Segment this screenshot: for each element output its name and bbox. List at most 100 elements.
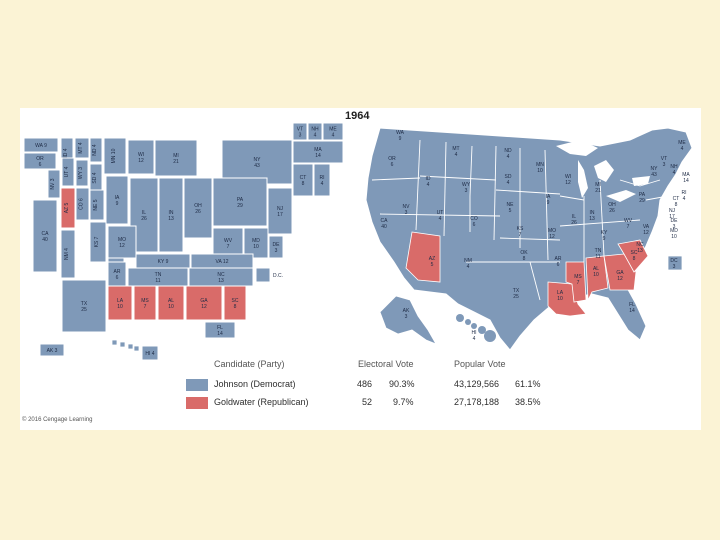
cartogram-state-co — [75, 187, 90, 221]
cartogram-label-nd: ND 4 — [92, 144, 98, 156]
copyright-notice: © 2016 Cengage Learning — [22, 417, 93, 423]
legend-ev-pct-goldwater: 9.7% — [393, 397, 414, 407]
geo-label-co: CO 6 — [470, 216, 478, 228]
cartogram-state-ri — [313, 163, 331, 197]
state-border — [559, 195, 585, 201]
geo-label-dc: DC 3 — [670, 258, 678, 270]
geo-label-oh: OH 26 — [608, 202, 616, 214]
state-border — [499, 237, 561, 241]
cartogram-label-ak: AK 3 — [47, 348, 58, 354]
legend-swatch-democrat — [186, 379, 208, 391]
cartogram-state-al — [157, 285, 185, 321]
cartogram-state-wa — [23, 137, 59, 153]
geo-label-mo: MO 12 — [548, 228, 556, 240]
geo-label-al: AL 10 — [593, 266, 599, 278]
geo-label-va: VA 12 — [643, 224, 650, 236]
cartogram-label-ne: NE 5 — [93, 199, 99, 210]
geo-label-ny: NY 43 — [651, 166, 659, 178]
cartogram-state-or — [23, 152, 57, 170]
great-lake — [578, 160, 588, 198]
cartogram-label-fl: FL 14 — [217, 325, 223, 337]
cartogram-label-ct: CT 8 — [300, 175, 307, 187]
geo-label-nj: NJ 17 — [669, 208, 676, 220]
geo-label-nc: NC 13 — [636, 242, 644, 254]
geo-label-ne: NE 5 — [507, 202, 515, 214]
cartogram-label-nj: NJ 17 — [277, 206, 284, 218]
cartogram-label-dc: D.C. — [273, 273, 283, 279]
geo-label-la: LA 10 — [557, 290, 564, 302]
cartogram-hawaii-island — [119, 341, 126, 348]
geo-label-ia: IA 9 — [546, 194, 551, 206]
cartogram-state-wy — [75, 159, 89, 187]
state-border — [645, 195, 669, 201]
geo-label-de: DE 3 — [671, 218, 679, 230]
cartogram-state-fl — [204, 321, 236, 339]
geo-label-ar: AR 6 — [555, 256, 562, 268]
geo-label-sc: SC 8 — [631, 250, 638, 262]
geo-label-wa: WA 9 — [396, 130, 405, 142]
great-lake — [632, 176, 650, 186]
cartogram-label-va: VA 12 — [216, 259, 229, 265]
geo-label-hi: HI 4 — [472, 330, 477, 342]
cartogram-label-id: ID 4 — [63, 148, 69, 157]
cartogram-hawaii-island — [133, 345, 140, 352]
legend-pv-pct-johnson: 61.1% — [515, 379, 541, 389]
cartogram-label-hi: HI 4 — [145, 351, 154, 357]
legend-pv-pct-goldwater: 38.5% — [515, 397, 541, 407]
cartogram-state-mt — [74, 137, 90, 159]
cartogram-state-nv — [47, 169, 61, 199]
cartogram-label-nc: NC 13 — [217, 272, 225, 284]
cartogram-label-mn: MN 10 — [111, 148, 117, 163]
geo-label-id: ID 4 — [426, 176, 431, 188]
geo-hawaii-island — [456, 314, 464, 322]
cartogram-state-wi — [127, 139, 155, 175]
cartogram-label-wi: WI 12 — [138, 152, 144, 164]
geo-label-mi: MI 21 — [595, 182, 601, 194]
cartogram-label-wy: WY 3 — [78, 167, 84, 179]
cartogram-label-ca: CA 40 — [42, 231, 50, 243]
great-lake — [594, 160, 614, 182]
cartogram-label-ny: NY 43 — [254, 157, 262, 169]
geo-label-ga: GA 12 — [616, 270, 624, 282]
geo-label-ma: MA 14 — [682, 172, 690, 184]
state-border — [419, 175, 497, 181]
cartogram-state-md — [243, 227, 269, 259]
geo-label-ri: RI 4 — [682, 190, 687, 202]
cartogram-state-ak — [39, 343, 65, 357]
cartogram-label-ar: AR 6 — [114, 269, 121, 281]
geo-label-or: OR 6 — [388, 156, 396, 168]
cartogram-state-nd — [89, 137, 103, 163]
geo-dc-box — [667, 255, 683, 271]
cartogram-hawaii-island — [111, 339, 118, 346]
cartogram-state-ny — [221, 139, 293, 185]
cartogram-state-pa — [212, 177, 268, 227]
legend-swatch-republican — [186, 397, 208, 409]
cartogram-state-ma — [292, 140, 344, 164]
geo-label-wy: WY 3 — [462, 182, 471, 194]
legend-candidate-johnson: Johnson (Democrat) — [214, 379, 296, 389]
geo-label-pa: PA 29 — [639, 192, 646, 204]
cartogram-label-ms: MS 7 — [141, 298, 149, 310]
cartogram-state-nj — [267, 187, 293, 235]
geo-hawaii-island — [465, 319, 471, 325]
cartogram-label-ky: KY 9 — [158, 259, 169, 265]
geo-label-me: ME 4 — [678, 140, 686, 152]
geo-label-nm: NM 4 — [464, 258, 472, 270]
geo-label-az: AZ 5 — [429, 256, 435, 268]
cartogram-label-la: LA 10 — [117, 298, 124, 310]
cartogram-label-me: ME 4 — [329, 127, 337, 139]
cartogram-label-vt: VT 3 — [297, 127, 303, 139]
cartogram-state-ct — [292, 163, 314, 197]
state-border — [529, 261, 541, 301]
geo-state-az — [405, 231, 441, 283]
legend-ev-johnson: 486 — [357, 379, 373, 389]
cartogram-label-sc: SC 8 — [232, 298, 239, 310]
legend-header-popular: Popular Vote — [454, 359, 506, 369]
cartogram-state-nh — [307, 122, 323, 141]
cartogram-label-nm: NM 4 — [64, 248, 70, 260]
cartogram-label-ks: KS 7 — [94, 236, 100, 247]
great-lake — [556, 140, 598, 156]
cartogram-label-in: IN 13 — [168, 210, 174, 222]
cartogram-state-de — [268, 235, 284, 259]
